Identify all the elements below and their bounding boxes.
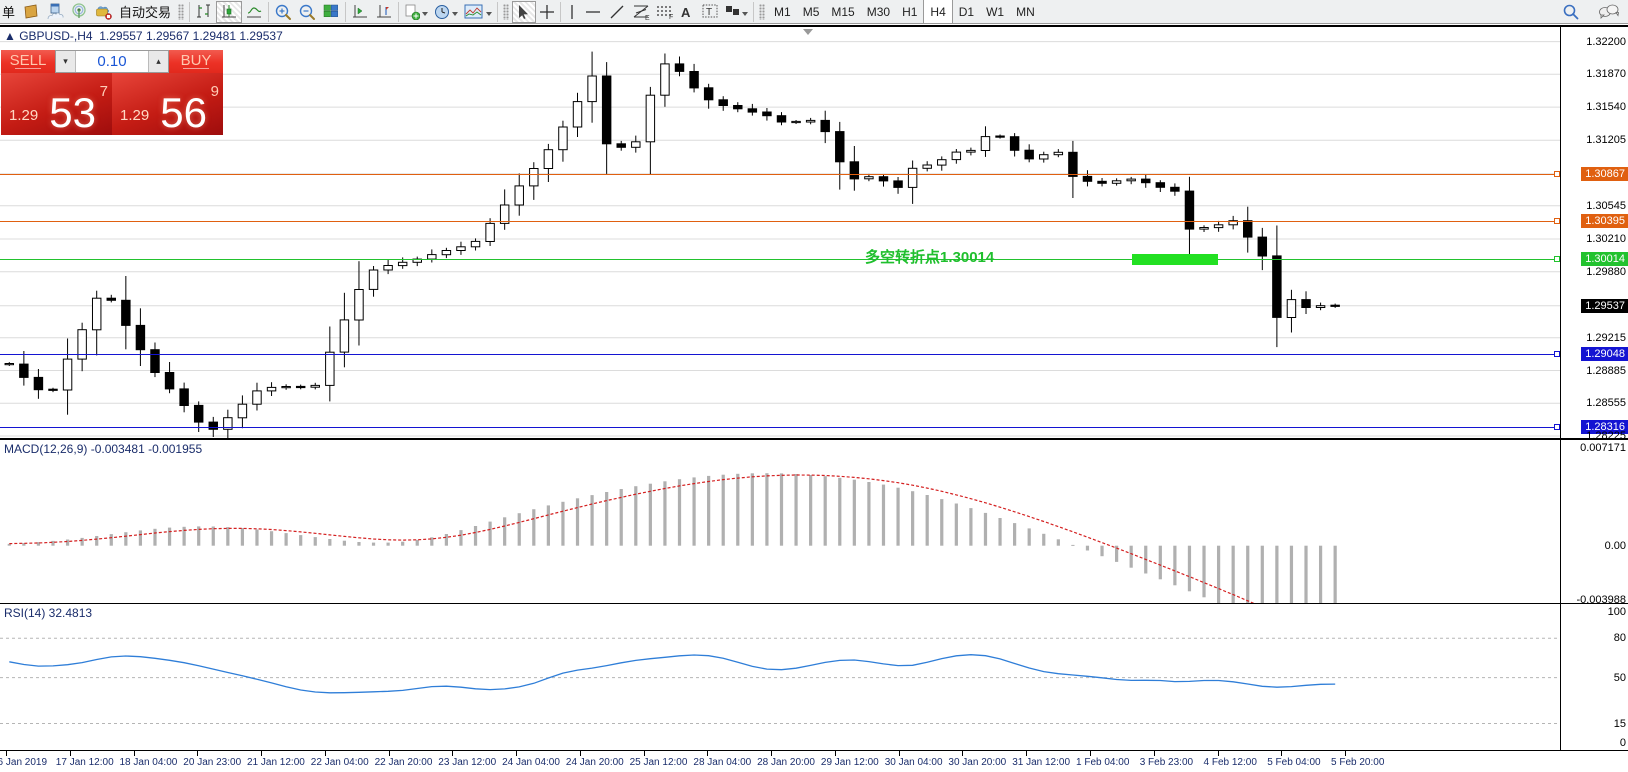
svg-text:A: A: [681, 5, 691, 20]
svg-text:E: E: [645, 15, 650, 20]
svg-text:F: F: [669, 14, 673, 19]
svg-text:T: T: [706, 7, 712, 18]
